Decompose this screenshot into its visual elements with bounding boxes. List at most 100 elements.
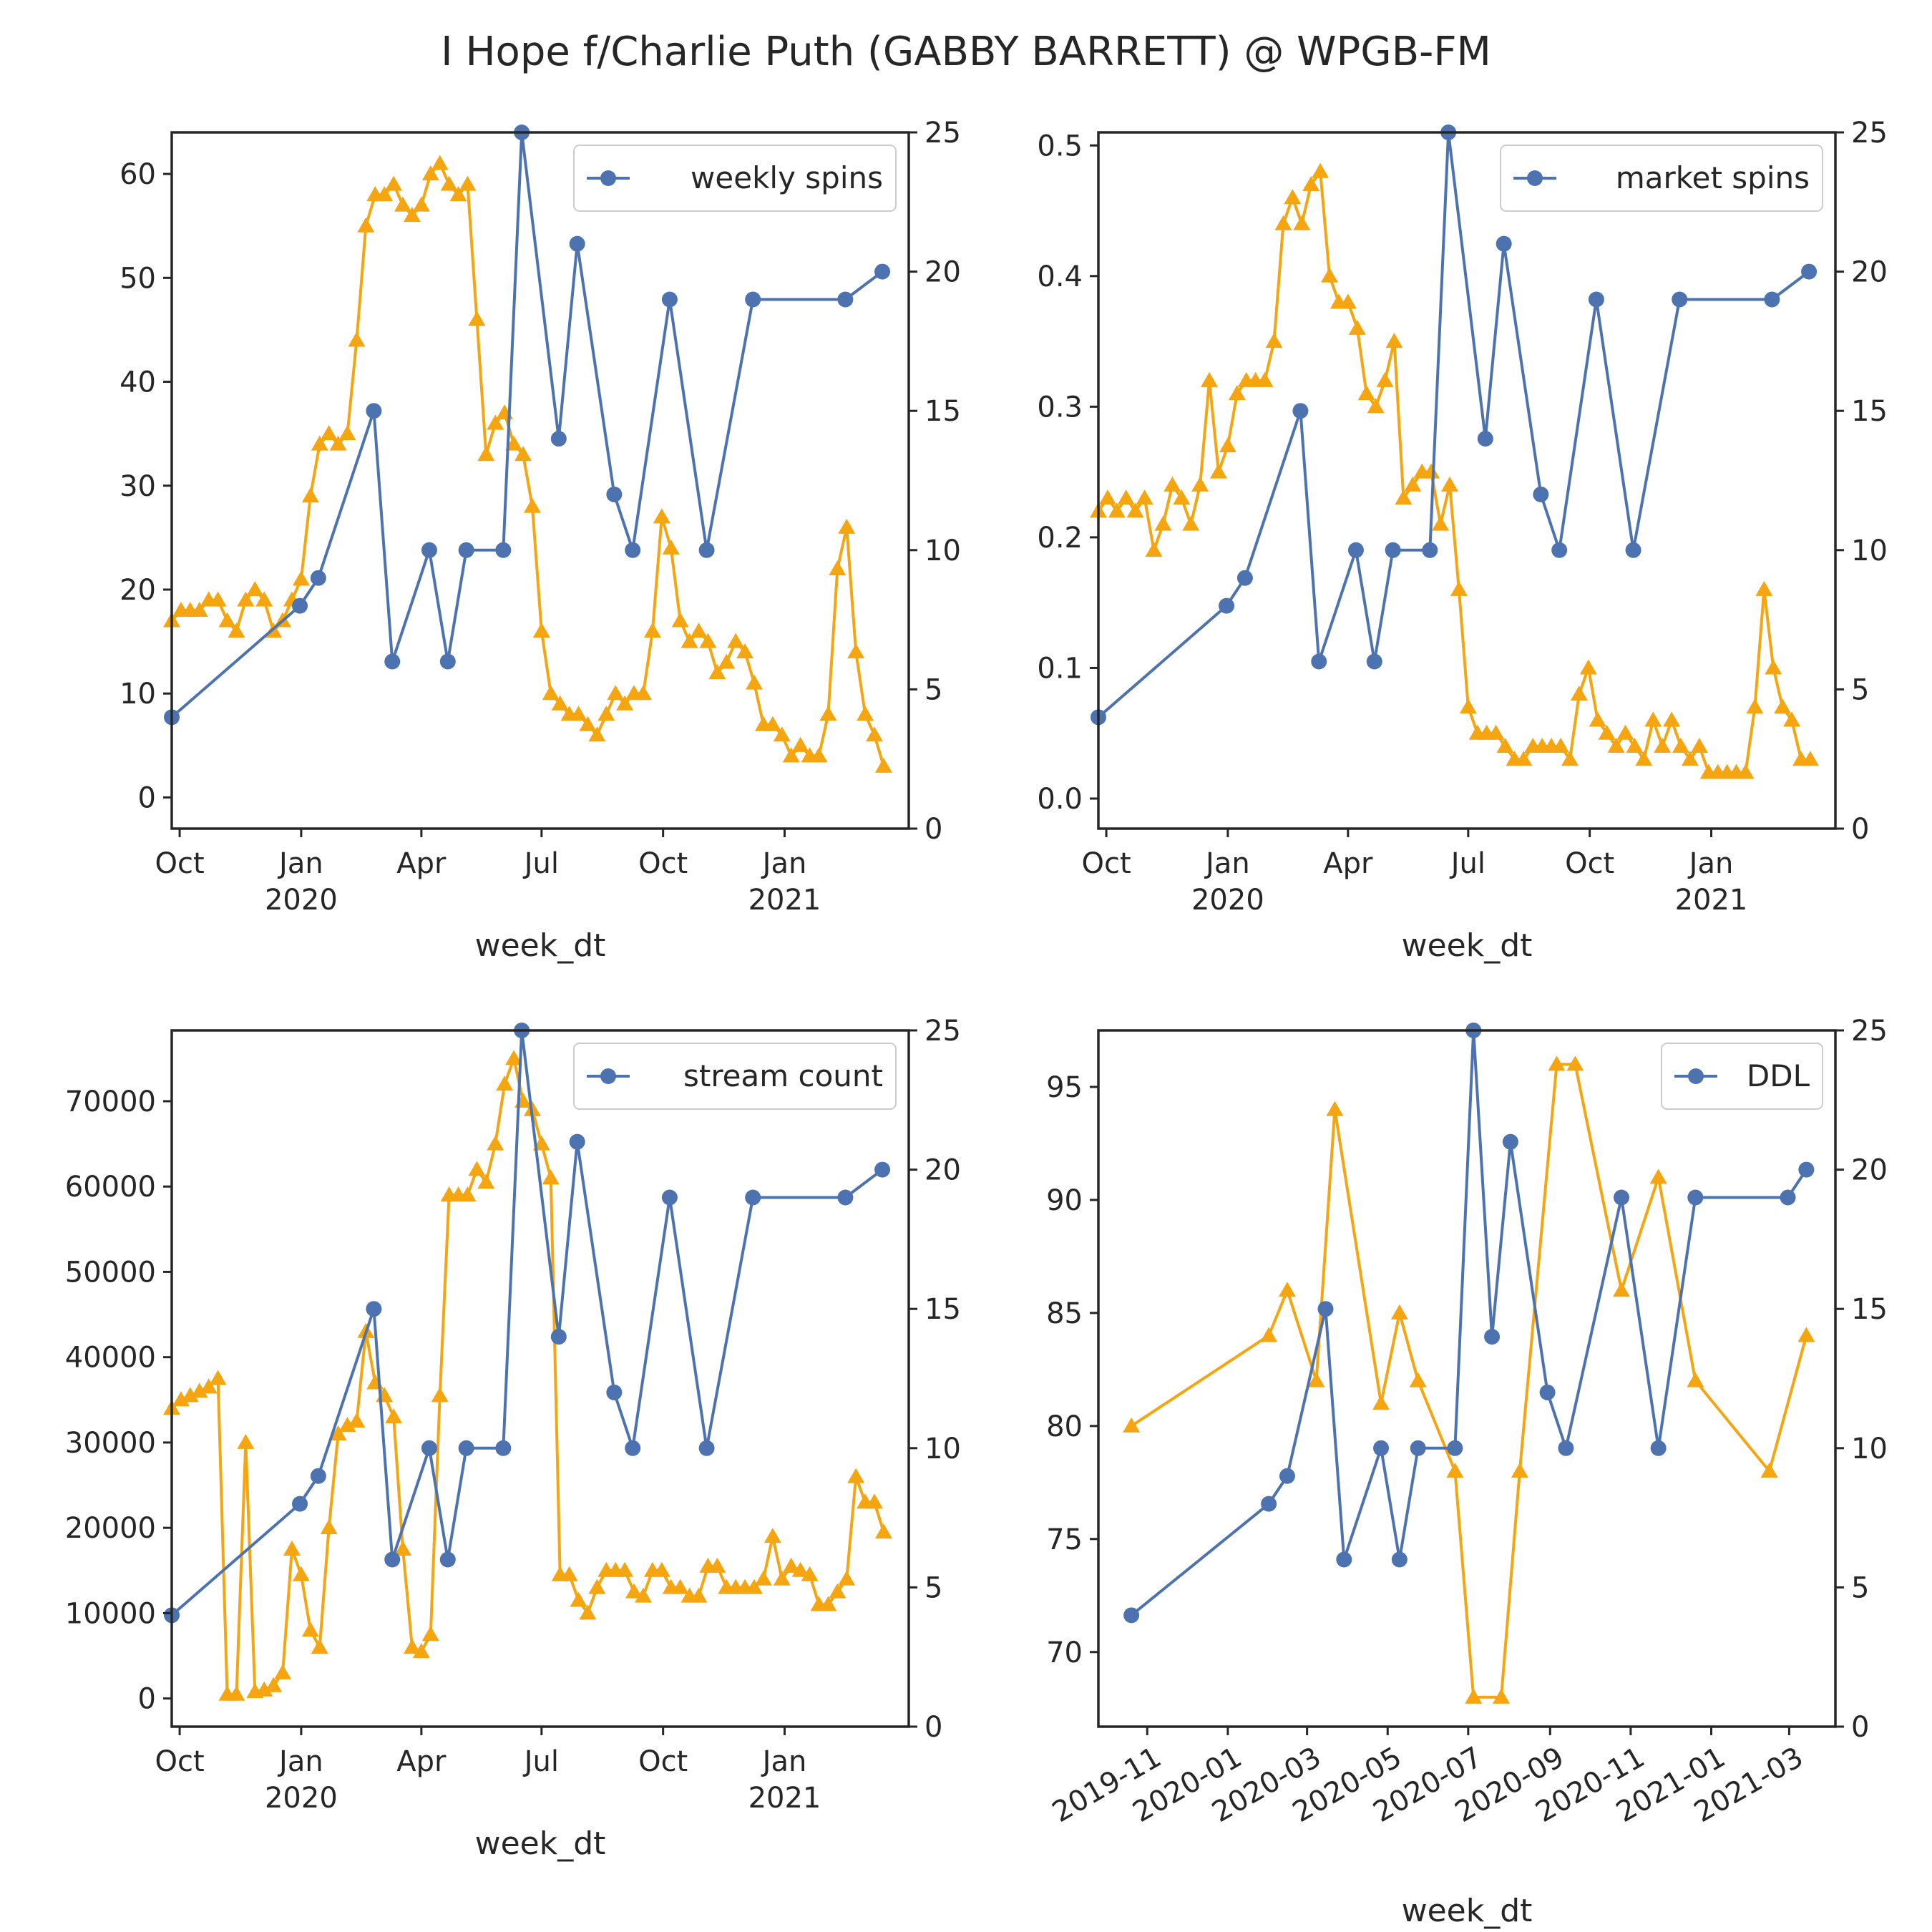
left-axis-series-point <box>819 706 837 721</box>
x-tick-label: Jul <box>522 847 559 880</box>
left-axis-series-point <box>421 1626 439 1641</box>
chart-panel-4: 70758085909505101520252019-112020-012020… <box>1046 1015 1888 1929</box>
weekly-spins-point <box>606 486 623 502</box>
left-axis-series-point <box>237 591 255 607</box>
left-axis-series-point <box>459 175 477 191</box>
weekly-spins-point <box>292 597 308 614</box>
left-axis-series-point <box>431 155 449 170</box>
left-axis-series-point <box>791 736 809 752</box>
left-axis-series-point <box>1219 437 1236 453</box>
left-axis-series-point <box>857 706 874 721</box>
left-axis-series-point <box>579 716 597 731</box>
stream-count-point <box>384 1551 401 1568</box>
y2-tick-label: 5 <box>1851 673 1869 706</box>
market-spins-point <box>1422 542 1438 558</box>
y2-tick-label: 25 <box>924 117 961 150</box>
weekly-spins-point <box>837 291 854 308</box>
y-tick-label: 50 <box>119 262 156 295</box>
market-spins-point <box>1496 235 1512 252</box>
left-axis-series-point <box>496 1075 514 1091</box>
DDL-point <box>1502 1133 1518 1150</box>
left-axis-series-point <box>1644 711 1662 727</box>
legend-marker <box>1688 1068 1704 1084</box>
left-axis-series-point <box>1136 489 1153 505</box>
left-axis-series-point <box>736 643 754 659</box>
left-axis-series-point <box>237 1433 255 1449</box>
weekly-spins-line <box>170 131 884 718</box>
left-axis-series-point <box>228 1685 245 1701</box>
legend-label: DDL <box>1747 1058 1810 1093</box>
left-axis-series-point <box>505 435 523 451</box>
market-spins-point <box>1366 653 1382 670</box>
left-axis-series-point <box>653 1561 670 1577</box>
left-axis-series-point <box>1579 659 1597 675</box>
left-axis-series-point <box>1117 489 1135 505</box>
left-axis-series-point <box>1465 1688 1483 1704</box>
left-axis-series-point <box>301 1621 319 1637</box>
DDL-line <box>1130 1029 1808 1616</box>
legend-label: market spins <box>1616 160 1810 195</box>
left-axis-series-line <box>170 162 885 767</box>
left-axis-series-point <box>172 1391 190 1407</box>
x-tick-label: Jul <box>522 1745 559 1778</box>
weekly-spins-point <box>366 403 382 419</box>
left-axis-series-point <box>274 1664 292 1679</box>
DDL-point <box>1279 1468 1295 1484</box>
x-tick-label: Jan <box>761 847 807 880</box>
stream-count-point <box>625 1440 641 1456</box>
legend: market spins <box>1500 145 1823 212</box>
left-axis-series-point <box>440 175 458 191</box>
left-axis-series-point <box>1260 1327 1278 1342</box>
weekly-spins-point <box>421 542 437 558</box>
left-axis-series-point <box>403 1639 421 1654</box>
legend-label: weekly spins <box>691 160 883 195</box>
left-axis-series-point <box>311 1639 328 1654</box>
y-tick-label: 75 <box>1046 1523 1083 1556</box>
left-axis-series-point <box>394 1540 412 1556</box>
left-axis-series-point <box>616 695 634 711</box>
left-axis-series-point <box>1209 463 1227 479</box>
left-axis-series-point <box>866 726 884 742</box>
left-axis-series-point <box>588 726 606 742</box>
left-axis-series-point <box>662 539 680 555</box>
market-spins-point <box>1672 291 1688 308</box>
left-axis-series-point <box>1163 476 1181 492</box>
left-axis-series-point <box>1515 751 1533 766</box>
left-axis-series-point <box>560 1566 578 1581</box>
left-axis-series-point <box>1339 293 1357 309</box>
left-axis-series-point <box>634 685 652 701</box>
market-spins-point <box>1588 291 1604 308</box>
y2-tick-label: 10 <box>1851 535 1888 567</box>
left-axis-series-point <box>1492 1688 1510 1704</box>
stream-count-point <box>495 1440 512 1456</box>
left-axis-series-point <box>292 1566 310 1581</box>
legend-marker <box>1527 170 1543 186</box>
left-axis-series-point <box>1404 476 1422 492</box>
left-axis-series-point <box>1108 502 1126 518</box>
legend: stream count <box>573 1043 897 1110</box>
y-tick-label: 10000 <box>65 1597 156 1630</box>
y-tick-label: 60000 <box>65 1171 156 1204</box>
y2-tick-label: 5 <box>924 1571 942 1604</box>
left-axis-series-point <box>348 331 366 347</box>
left-axis-series-point <box>1607 737 1625 753</box>
left-axis-series-point <box>1690 737 1708 753</box>
y-tick-label: 30000 <box>65 1427 156 1460</box>
left-axis-series-point <box>1312 162 1330 178</box>
x-axis-label: week_dt <box>1402 927 1533 964</box>
y-tick-label: 90 <box>1046 1184 1083 1217</box>
stream-count-point <box>439 1551 456 1568</box>
y2-tick-label: 0 <box>1851 1711 1869 1744</box>
y2-tick-label: 5 <box>1851 1571 1869 1604</box>
y-tick-label: 70000 <box>65 1085 156 1118</box>
left-axis-series-point <box>1357 385 1375 401</box>
left-axis-series-point <box>329 1425 347 1441</box>
left-axis-series-point <box>1307 1372 1325 1387</box>
left-axis-series-point <box>532 1135 550 1151</box>
x-tick-year-label: 2021 <box>748 1782 821 1815</box>
y-tick-label: 40 <box>119 366 156 399</box>
left-axis-series-point <box>320 425 338 441</box>
DDL-point <box>1484 1329 1501 1345</box>
x-tick-year-label: 2021 <box>1675 884 1748 917</box>
left-axis-series-point <box>1256 371 1274 387</box>
